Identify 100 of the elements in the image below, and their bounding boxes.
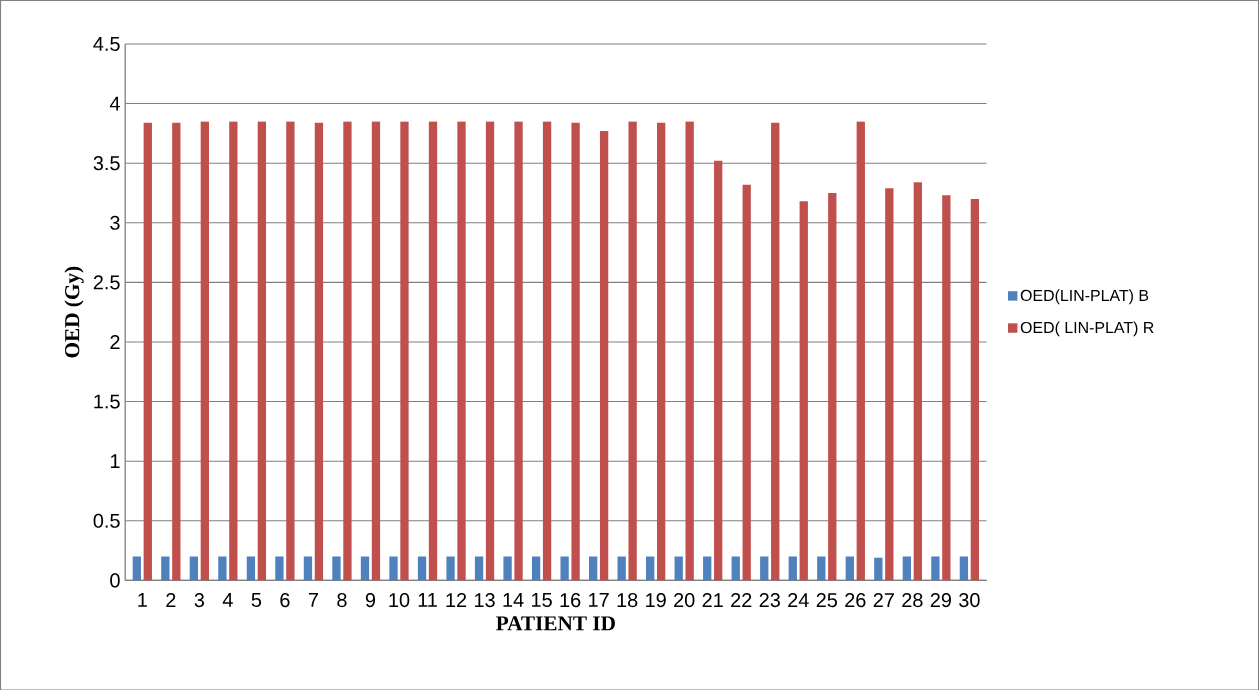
y-tick-label: 0.5 <box>93 513 120 528</box>
bar <box>161 556 170 581</box>
bar <box>314 122 324 581</box>
x-tick-label: 7 <box>308 592 318 607</box>
bar <box>959 556 969 581</box>
bar <box>531 556 541 581</box>
bar <box>942 195 951 581</box>
bar <box>172 122 181 581</box>
bar <box>189 556 199 581</box>
bar <box>400 121 409 581</box>
y-tick-label: 3 <box>110 215 120 230</box>
bar <box>685 121 694 581</box>
x-axis-title: PATIENT ID <box>496 616 615 631</box>
bar <box>656 122 666 581</box>
x-tick-label: 8 <box>337 592 347 607</box>
bar <box>275 556 284 581</box>
y-tick-label: 3.5 <box>93 155 120 170</box>
bar <box>845 556 854 581</box>
x-tick-label: 6 <box>280 592 290 607</box>
bar <box>218 556 227 581</box>
x-tick-label: 11 <box>418 592 437 607</box>
x-tick-label: 28 <box>902 592 923 607</box>
bar <box>599 130 609 581</box>
x-tick-label: 22 <box>731 592 752 607</box>
bar <box>503 556 512 581</box>
x-tick-label: 30 <box>959 592 980 607</box>
y-tick-label: 2.5 <box>93 275 120 290</box>
x-tick-label: 18 <box>617 592 638 607</box>
y-tick-label: 0 <box>110 573 120 588</box>
y-axis-title: OED (Gy) <box>64 266 84 358</box>
bar <box>588 556 598 581</box>
x-tick-label: 5 <box>251 592 262 607</box>
bar <box>371 121 381 581</box>
bar <box>246 556 256 581</box>
bar <box>474 556 484 581</box>
x-tick-label: 16 <box>560 592 581 607</box>
bar <box>885 187 894 581</box>
y-tick-label: 4.5 <box>93 36 120 51</box>
x-tick-label: 24 <box>788 592 809 607</box>
x-tick-label: 1 <box>138 592 147 607</box>
bar <box>417 556 427 581</box>
bar <box>970 198 980 581</box>
bar <box>760 556 769 581</box>
bar <box>143 122 152 581</box>
bar <box>428 121 438 581</box>
bar <box>628 121 637 581</box>
x-tick-label: 20 <box>674 592 695 607</box>
bar <box>788 556 797 581</box>
bar <box>731 556 740 581</box>
bar <box>457 121 466 581</box>
x-tick-label: 2 <box>166 592 176 607</box>
bar <box>856 121 865 581</box>
bar <box>485 121 495 581</box>
bar <box>646 556 655 581</box>
x-tick-label: 17 <box>589 592 609 607</box>
bar <box>913 182 922 581</box>
bar <box>303 556 313 581</box>
bar <box>617 556 626 581</box>
legend-label: OED(LIN-PLAT) B <box>1020 289 1149 304</box>
x-tick-label: 9 <box>365 592 376 607</box>
bar <box>286 121 295 581</box>
x-tick-label: 4 <box>222 592 233 607</box>
x-tick-label: 12 <box>446 592 467 607</box>
x-tick-label: 23 <box>759 592 780 607</box>
bar <box>571 122 580 581</box>
y-tick-label: 4 <box>109 96 120 111</box>
bar <box>229 121 238 581</box>
x-tick-label: 29 <box>930 592 951 607</box>
y-tick-label: 1 <box>110 454 120 468</box>
bar <box>674 556 683 581</box>
bar <box>446 556 455 581</box>
bar <box>817 556 826 581</box>
bar <box>874 557 883 581</box>
bar <box>389 556 398 581</box>
x-tick-label: 27 <box>873 592 894 607</box>
bar <box>799 201 808 581</box>
bar <box>560 556 569 581</box>
bar <box>902 556 912 581</box>
bar <box>703 556 712 581</box>
y-tick-label: 2 <box>110 334 120 349</box>
bar <box>542 121 552 581</box>
bar <box>828 192 837 581</box>
bar <box>200 121 209 581</box>
x-tick-label: 3 <box>194 592 205 607</box>
bar <box>742 184 751 581</box>
x-tick-label: 13 <box>474 592 495 607</box>
bar <box>360 556 370 581</box>
y-tick-label: 1.5 <box>94 394 120 409</box>
bar <box>931 556 940 581</box>
bar <box>132 556 141 581</box>
bar <box>257 121 267 581</box>
bar <box>332 556 341 581</box>
bar <box>343 121 352 581</box>
x-tick-label: 10 <box>389 592 410 607</box>
bar <box>714 160 723 581</box>
x-tick-label: 21 <box>702 592 723 607</box>
x-tick-label: 15 <box>532 592 552 607</box>
x-tick-label: 19 <box>646 592 666 607</box>
x-tick-label: 25 <box>816 592 838 607</box>
x-tick-label: 26 <box>845 592 866 607</box>
